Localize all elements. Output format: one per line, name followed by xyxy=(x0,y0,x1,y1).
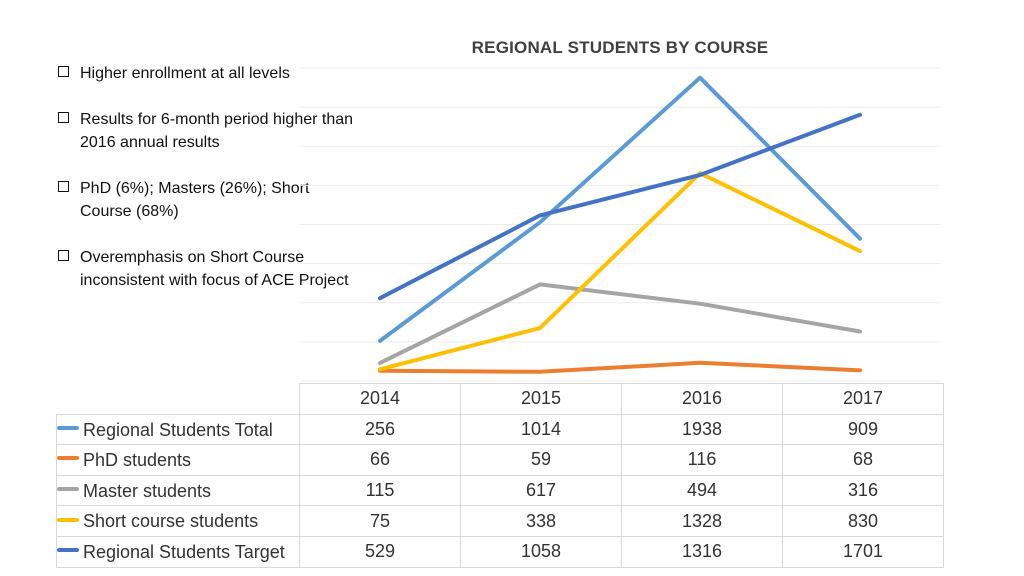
series-label-cell: Regional Students Total xyxy=(56,413,300,446)
series-line-1 xyxy=(378,360,862,374)
series-label-cell: Short course students xyxy=(56,505,300,537)
table-corner xyxy=(57,384,300,415)
series-line-3 xyxy=(378,171,862,372)
legend-label: Master students xyxy=(83,480,212,501)
bullet-text: Higher enrollment at all levels xyxy=(80,65,290,82)
table-row: Short course students 75 338 1328 830 xyxy=(56,505,944,537)
bullet-text: PhD (6%); Masters (26%); Short Course (6… xyxy=(80,180,310,220)
bullet-text: Overemphasis on Short Course inconsisten… xyxy=(80,249,349,289)
gridlines xyxy=(300,67,940,382)
year-header: 2017 xyxy=(782,383,944,415)
checkbox-square-icon xyxy=(58,112,69,123)
year-header: 2015 xyxy=(460,383,622,415)
data-value-cell: 1058 xyxy=(460,535,622,568)
legend-label: Short course students xyxy=(83,511,259,532)
table-row: Regional Students Total 256 1014 1938 909 xyxy=(56,413,944,446)
checkbox-square-icon xyxy=(58,66,69,77)
series-label-cell: Master students xyxy=(56,474,300,507)
data-value-cell: 1328 xyxy=(621,505,783,537)
data-table: 2014 2015 2016 2017 Regional Students Total 2… xyxy=(56,383,944,568)
bullet-item: Results for 6-month period higher than 2… xyxy=(56,108,356,154)
bullet-item: Higher enrollment at all levels xyxy=(56,62,356,85)
legend-label: Regional Students Target xyxy=(83,541,285,562)
data-value-cell: 256 xyxy=(299,413,461,446)
data-value-cell: 1938 xyxy=(621,413,783,446)
bullet-list: Higher enrollment at all levels Results … xyxy=(56,62,356,315)
bullet-item: Overemphasis on Short Course inconsisten… xyxy=(56,246,356,292)
data-value-cell: 68 xyxy=(782,444,944,476)
data-value-cell: 529 xyxy=(299,535,461,568)
data-value-cell: 59 xyxy=(460,444,622,476)
chart-title: REGIONAL STUDENTS BY COURSE xyxy=(471,38,769,57)
year-header: 2014 xyxy=(299,383,461,415)
table-row: Regional Students Target 529 1058 1316 1701 xyxy=(56,535,944,568)
legend-label: Regional Students Total xyxy=(83,419,273,440)
series-label-cell: PhD students xyxy=(56,444,300,476)
data-value-cell: 115 xyxy=(299,474,461,507)
legend-key-icon xyxy=(57,517,79,522)
series-line-0 xyxy=(378,75,862,343)
legend-key-icon xyxy=(57,456,79,461)
data-value-cell: 1014 xyxy=(460,413,622,446)
bullet-item: PhD (6%); Masters (26%); Short Course (6… xyxy=(56,177,356,223)
data-value-cell: 338 xyxy=(460,505,622,537)
legend-key-icon xyxy=(57,425,79,430)
table-row: PhD students 66 59 116 68 xyxy=(56,444,944,476)
checkbox-square-icon xyxy=(58,250,69,261)
data-value-cell: 830 xyxy=(782,505,944,537)
legend-label: PhD students xyxy=(83,449,192,470)
data-value-cell: 617 xyxy=(460,474,622,507)
data-value-cell: 494 xyxy=(621,474,783,507)
data-value-cell: 1701 xyxy=(782,535,944,568)
series-lines xyxy=(378,75,862,374)
data-value-cell: 75 xyxy=(299,505,461,537)
data-value-cell: 1316 xyxy=(621,535,783,568)
legend-key-icon xyxy=(57,486,79,491)
series-line-4 xyxy=(378,112,862,301)
data-value-cell: 316 xyxy=(782,474,944,507)
series-line-2 xyxy=(378,282,862,365)
table-row: Master students 115 617 494 316 xyxy=(56,474,944,507)
legend-key-icon xyxy=(57,548,79,553)
data-value-cell: 909 xyxy=(782,413,944,446)
data-value-cell: 116 xyxy=(621,444,783,476)
series-label-cell: Regional Students Target xyxy=(56,535,300,568)
data-value-cell: 66 xyxy=(299,444,461,476)
table-header-row: 2014 2015 2016 2017 xyxy=(57,383,944,415)
checkbox-square-icon xyxy=(58,181,69,192)
year-header: 2016 xyxy=(621,383,783,415)
bullet-text: Results for 6-month period higher than 2… xyxy=(80,111,354,151)
